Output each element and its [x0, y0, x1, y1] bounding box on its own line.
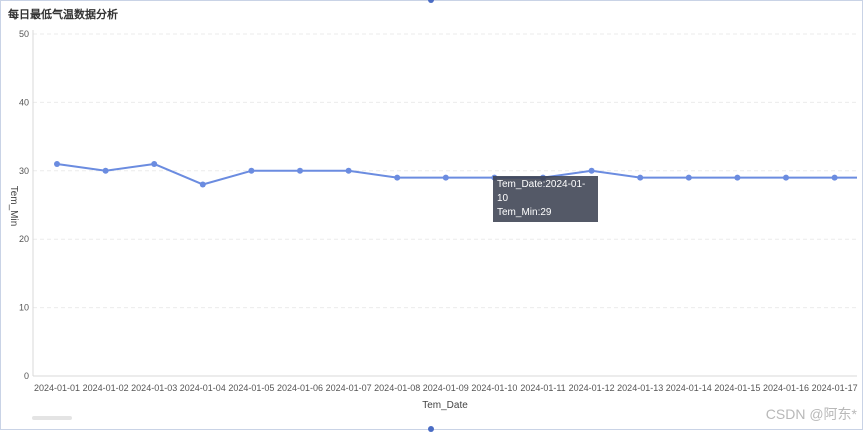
x-tick-label: 2024-01-06 — [277, 383, 323, 393]
x-tick-label: 2024-01-09 — [423, 383, 469, 393]
x-tick-label: 2024-01-10 — [471, 383, 517, 393]
bottom-resize-handle[interactable] — [428, 426, 434, 432]
y-tick-label: 50 — [19, 29, 29, 39]
x-tick-label: 2024-01-02 — [83, 383, 129, 393]
x-axis-title: Tem_Date — [422, 400, 468, 411]
data-point — [442, 174, 449, 181]
x-tick-label: 2024-01-15 — [714, 383, 760, 393]
data-point — [685, 174, 692, 181]
data-point — [151, 160, 158, 167]
data-point — [345, 167, 352, 174]
horizontal-scrollbar[interactable] — [32, 416, 72, 420]
tooltip-value: Tem_Min:29 — [497, 207, 552, 218]
y-tick-label: 20 — [19, 234, 29, 244]
data-point — [394, 174, 401, 181]
chart-title: 每日最低气温数据分析 — [8, 9, 118, 21]
x-tick-label: 2024-01-03 — [131, 383, 177, 393]
y-tick-label: 30 — [19, 166, 29, 176]
x-tick-label: 2024-01-01 — [34, 383, 80, 393]
x-tick-label: 2024-01-12 — [569, 383, 615, 393]
watermark: CSDN @阿东* — [765, 406, 857, 422]
y-axis-title: Tem_Min — [8, 186, 19, 227]
x-tick-label: 2024-01-17 — [812, 383, 858, 393]
series-line — [56, 162, 835, 186]
data-point — [102, 167, 109, 174]
x-tick-label: 2024-01-16 — [763, 383, 809, 393]
data-tooltip: Tem_Date:2024-01-10 Tem_Min:29 — [493, 176, 598, 222]
y-tick-label: 10 — [19, 303, 29, 313]
x-tick-label: 2024-01-07 — [326, 383, 372, 393]
data-point — [734, 174, 741, 181]
data-point — [297, 167, 303, 174]
data-point — [248, 167, 255, 174]
top-resize-handle[interactable] — [428, 0, 434, 3]
x-tick-label: 2024-01-13 — [617, 383, 663, 393]
x-tick-label: 2024-01-05 — [228, 383, 274, 393]
x-tick-label: 2024-01-14 — [666, 383, 712, 393]
data-point — [199, 181, 206, 188]
y-tick-label: 40 — [19, 97, 29, 107]
data-point — [783, 174, 789, 181]
data-point — [588, 167, 595, 174]
x-tick-label: 2024-01-11 — [520, 383, 565, 393]
y-tick-label: 0 — [24, 371, 29, 381]
data-point — [637, 174, 644, 181]
tooltip-date: Tem_Date:2024-01-10 — [497, 179, 586, 204]
data-point — [54, 160, 60, 167]
x-tick-label: 2024-01-08 — [374, 383, 420, 393]
x-tick-label: 2024-01-04 — [180, 383, 226, 393]
